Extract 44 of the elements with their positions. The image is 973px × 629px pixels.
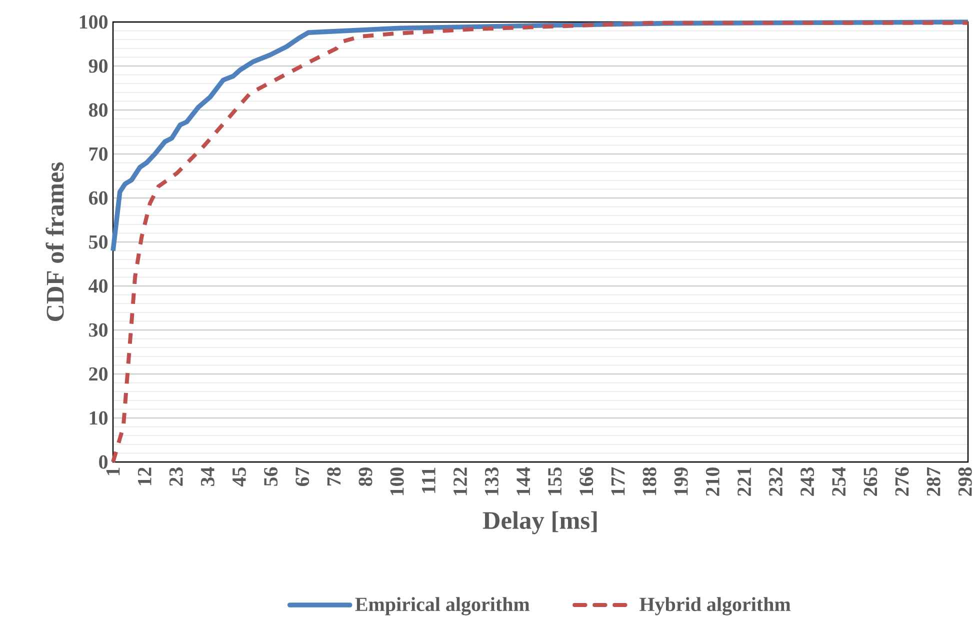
x-tick-label: 12: [138, 468, 152, 486]
y-tick-label: 60: [88, 191, 108, 205]
x-tick-label: 298: [958, 467, 972, 496]
x-tick-label: 188: [642, 467, 656, 496]
x-tick-label: 133: [485, 467, 498, 496]
y-axis-title: CDF of frames: [46, 162, 64, 321]
x-tick-label: 100: [390, 467, 404, 496]
x-tick-label: 56: [264, 467, 278, 486]
y-tick-label: 40: [88, 279, 108, 293]
y-tick-label: 70: [89, 147, 108, 161]
y-tick-label: 20: [89, 367, 108, 381]
line-series: [111, 20, 970, 464]
x-tick-label: 34: [200, 467, 214, 486]
x-tick-label: 199: [674, 467, 688, 496]
legend-label: Empirical algorithm: [355, 597, 530, 616]
x-tick-label: 23: [169, 467, 183, 486]
x-tick-label: 276: [895, 467, 909, 496]
x-tick-label: 177: [611, 467, 625, 496]
x-tick-label: 144: [516, 467, 530, 496]
y-tick-label: 90: [88, 59, 108, 73]
x-axis-title: Delay [ms]: [482, 511, 597, 534]
x-tick-label: 232: [769, 468, 782, 496]
y-tick-label: 100: [80, 15, 108, 29]
x-tick-label: 78: [327, 467, 341, 486]
x-tick-label: 155: [548, 467, 562, 496]
x-tick-label: 89: [358, 467, 372, 486]
legend-label: Hybrid algorithm: [640, 597, 791, 616]
x-tick-label: 67: [296, 467, 310, 486]
y-tick-label: 50: [89, 235, 108, 249]
x-tick-label: 122: [454, 468, 467, 496]
x-tick-label: 210: [706, 467, 720, 496]
x-tick-label: 111: [422, 468, 436, 493]
x-tick-label: 243: [800, 467, 814, 496]
x-tick-label: 265: [864, 467, 878, 496]
x-tick-label: 221: [738, 468, 751, 496]
x-tick-label: 254: [832, 467, 846, 496]
x-tick-label: 166: [580, 467, 594, 496]
x-tick-label: 1: [106, 468, 120, 476]
y-tick-label: 0: [99, 455, 108, 469]
x-tick-label: 287: [926, 467, 940, 496]
y-tick-label: 80: [88, 103, 108, 117]
y-tick-label: 10: [90, 411, 108, 425]
y-tick-label: 30: [89, 323, 108, 337]
x-tick-label: 45: [232, 467, 246, 486]
